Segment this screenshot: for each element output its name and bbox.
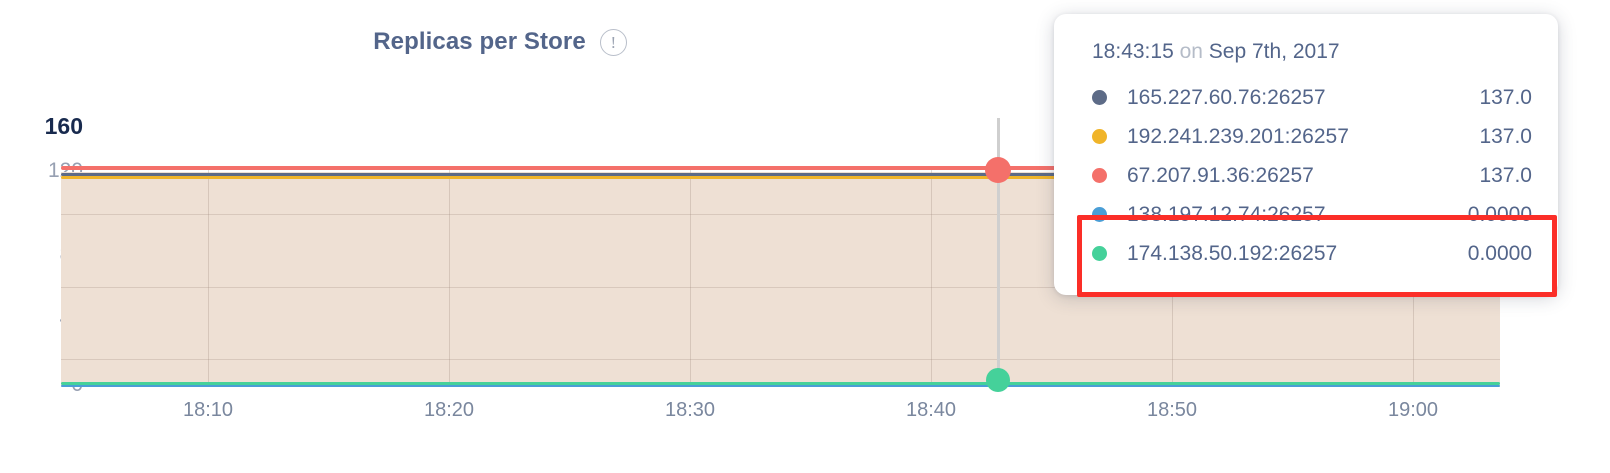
exclamation-circle-icon[interactable]: ! [599,28,627,56]
tooltip-row: 174.138.50.192:26257 0.0000 [1054,234,1558,273]
gridline-x-1840 [931,166,932,386]
x-axis-tick-2: 18:30 [664,399,716,421]
tooltip-series-label: 174.138.50.192:26257 [1127,241,1338,265]
tooltip-series-value: 137.0 [1479,85,1532,109]
series-line-67-207-91-36 [61,166,1500,170]
x-axis-tick-4: 18:50 [1146,399,1198,421]
tooltip-date: Sep 7th, 2017 [1208,40,1340,63]
tooltip-series-value: 0.0000 [1467,202,1532,226]
y-axis-tick-160: 160 [44,113,83,139]
hover-marker-red [985,157,1011,183]
tooltip-timestamp: 18:43:15 on Sep 7th, 2017 [1054,40,1558,78]
series-dot-icon [1092,207,1107,222]
chart-tooltip: 18:43:15 on Sep 7th, 2017 165.227.60.76:… [1054,14,1558,295]
gridline-y-120 [61,214,1500,215]
gridline-y-80 [61,287,1500,288]
series-line-138-197-12-74 [61,385,1500,387]
tooltip-row: 138.197.12.74:26257 0.0000 [1054,195,1558,234]
series-dot-icon [1092,90,1107,105]
tooltip-row: 67.207.91.36:26257 137.0 [1054,156,1558,195]
tooltip-series-label: 165.227.60.76:26257 [1127,85,1326,109]
tooltip-series-value: 0.0000 [1467,241,1532,265]
gridline-x-1810 [208,166,209,386]
tooltip-row: 192.241.239.201:26257 137.0 [1054,117,1558,156]
tooltip-row: 165.227.60.76:26257 137.0 [1054,78,1558,117]
series-dot-icon [1092,129,1107,144]
series-dot-icon [1092,246,1107,261]
tooltip-series-value: 137.0 [1479,124,1532,148]
series-dot-icon [1092,168,1107,183]
tooltip-time: 18:43:15 [1092,40,1174,63]
hover-marker-green [986,368,1010,392]
gridline-x-1830 [690,166,691,386]
tooltip-on-word: on [1179,40,1203,63]
tooltip-series-value: 137.0 [1479,163,1532,187]
hover-cursor-line [997,118,1000,388]
series-line-174-138-50-192 [61,382,1500,385]
tooltip-series-label: 192.241.239.201:26257 [1127,124,1349,148]
series-line-165-227-60-76 [61,173,1500,176]
gridline-x-1820 [449,166,450,386]
gridline-y-40 [61,359,1500,360]
x-axis-tick-3: 18:40 [905,399,957,421]
tooltip-series-label: 67.207.91.36:26257 [1127,163,1314,187]
page-title: Replicas per Store [373,28,586,55]
chart-header: Replicas per Store ! [0,28,1000,56]
tooltip-series-label: 138.197.12.74:26257 [1127,202,1326,226]
series-line-192-241-239-201 [61,176,1500,179]
x-axis-tick-5: 19:00 [1387,399,1439,421]
x-axis-tick-0: 18:10 [182,399,234,421]
x-axis-tick-1: 18:20 [423,399,475,421]
